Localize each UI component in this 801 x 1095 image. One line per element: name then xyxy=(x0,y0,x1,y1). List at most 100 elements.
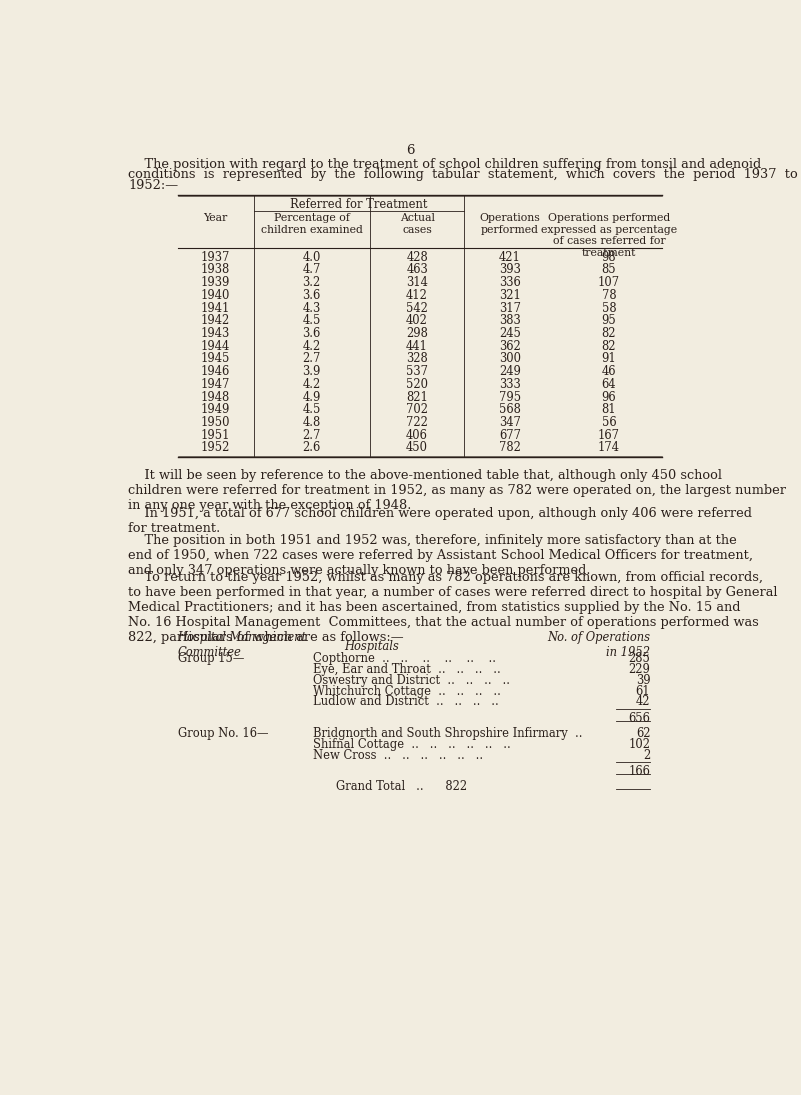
Text: 61: 61 xyxy=(636,684,650,698)
Text: conditions  is  represented  by  the  following  tabular  statement,  which  cov: conditions is represented by the followi… xyxy=(128,169,798,182)
Text: Percentage of
children examined: Percentage of children examined xyxy=(261,214,363,234)
Text: 56: 56 xyxy=(602,416,616,429)
Text: 347: 347 xyxy=(499,416,521,429)
Text: 229: 229 xyxy=(629,664,650,676)
Text: Eye, Ear and Throat  ..   ..   ..   ..: Eye, Ear and Throat .. .. .. .. xyxy=(313,664,501,676)
Text: 58: 58 xyxy=(602,301,616,314)
Text: 64: 64 xyxy=(602,378,616,391)
Text: Group 15—: Group 15— xyxy=(178,653,244,666)
Text: 782: 782 xyxy=(499,441,521,454)
Text: 167: 167 xyxy=(598,428,620,441)
Text: 3.2: 3.2 xyxy=(303,276,321,289)
Text: 285: 285 xyxy=(629,653,650,666)
Text: 795: 795 xyxy=(499,391,521,403)
Text: 82: 82 xyxy=(602,339,616,353)
Text: 300: 300 xyxy=(499,353,521,366)
Text: 441: 441 xyxy=(406,339,428,353)
Text: 383: 383 xyxy=(499,314,521,327)
Text: 333: 333 xyxy=(499,378,521,391)
Text: 98: 98 xyxy=(602,251,616,264)
Text: 321: 321 xyxy=(499,289,521,302)
Text: 166: 166 xyxy=(629,764,650,777)
Text: Whitchurch Cottage  ..   ..   ..   ..: Whitchurch Cottage .. .. .. .. xyxy=(313,684,501,698)
Text: 1949: 1949 xyxy=(201,403,231,416)
Text: 450: 450 xyxy=(406,441,428,454)
Text: 4.9: 4.9 xyxy=(303,391,321,403)
Text: 96: 96 xyxy=(602,391,616,403)
Text: 174: 174 xyxy=(598,441,620,454)
Text: 81: 81 xyxy=(602,403,616,416)
Text: 542: 542 xyxy=(406,301,428,314)
Text: No. of Operations
in 1952: No. of Operations in 1952 xyxy=(547,631,650,659)
Text: 1952:—: 1952:— xyxy=(128,180,178,192)
Text: 3.6: 3.6 xyxy=(303,327,321,339)
Text: 2.7: 2.7 xyxy=(303,428,321,441)
Text: 463: 463 xyxy=(406,264,428,276)
Text: 520: 520 xyxy=(406,378,428,391)
Text: 3.6: 3.6 xyxy=(303,289,321,302)
Text: 1952: 1952 xyxy=(201,441,231,454)
Text: 4.3: 4.3 xyxy=(303,301,321,314)
Text: 677: 677 xyxy=(499,428,521,441)
Text: 245: 245 xyxy=(499,327,521,339)
Text: 656: 656 xyxy=(629,712,650,725)
Text: 568: 568 xyxy=(499,403,521,416)
Text: 298: 298 xyxy=(406,327,428,339)
Text: 1940: 1940 xyxy=(201,289,231,302)
Text: Grand Total   ..      822: Grand Total .. 822 xyxy=(336,780,468,793)
Text: The position with regard to the treatment of school children suffering from tons: The position with regard to the treatmen… xyxy=(128,158,761,171)
Text: 702: 702 xyxy=(406,403,428,416)
Text: 537: 537 xyxy=(406,365,428,378)
Text: 4.2: 4.2 xyxy=(303,339,321,353)
Text: 1950: 1950 xyxy=(201,416,231,429)
Text: 421: 421 xyxy=(499,251,521,264)
Text: 4.8: 4.8 xyxy=(303,416,321,429)
Text: 42: 42 xyxy=(636,695,650,708)
Text: 1939: 1939 xyxy=(201,276,231,289)
Text: In 1951, a total of 677 school children were operated upon, although only 406 we: In 1951, a total of 677 school children … xyxy=(128,507,752,534)
Text: 46: 46 xyxy=(602,365,616,378)
Text: Copthorne  ..   ..    ..    ..    ..    ..: Copthorne .. .. .. .. .. .. xyxy=(313,653,497,666)
Text: Operations performed
expressed as percentage
of cases referred for
treatment: Operations performed expressed as percen… xyxy=(541,214,677,257)
Text: Bridgnorth and South Shropshire Infirmary  ..: Bridgnorth and South Shropshire Infirmar… xyxy=(313,727,583,740)
Text: 62: 62 xyxy=(636,727,650,740)
Text: 2: 2 xyxy=(643,749,650,761)
Text: The position in both 1951 and 1952 was, therefore, infinitely more satisfactory : The position in both 1951 and 1952 was, … xyxy=(128,533,753,577)
Text: 1947: 1947 xyxy=(201,378,231,391)
Text: 39: 39 xyxy=(636,673,650,687)
Text: Hospitals: Hospitals xyxy=(344,639,399,653)
Text: 317: 317 xyxy=(499,301,521,314)
Text: 102: 102 xyxy=(628,738,650,751)
Text: 722: 722 xyxy=(406,416,428,429)
Text: 78: 78 xyxy=(602,289,616,302)
Text: 393: 393 xyxy=(499,264,521,276)
Text: 1941: 1941 xyxy=(201,301,231,314)
Text: 95: 95 xyxy=(602,314,616,327)
Text: 328: 328 xyxy=(406,353,428,366)
Text: 1946: 1946 xyxy=(201,365,230,378)
Text: Operations
performed: Operations performed xyxy=(480,214,541,234)
Text: 314: 314 xyxy=(406,276,428,289)
Text: 1945: 1945 xyxy=(201,353,231,366)
Text: 362: 362 xyxy=(499,339,521,353)
Text: 821: 821 xyxy=(406,391,428,403)
Text: 3.9: 3.9 xyxy=(303,365,321,378)
Text: 1948: 1948 xyxy=(201,391,230,403)
Text: Ludlow and District  ..   ..   ..   ..: Ludlow and District .. .. .. .. xyxy=(313,695,499,708)
Text: 2.6: 2.6 xyxy=(303,441,321,454)
Text: Referred for Treatment: Referred for Treatment xyxy=(290,198,428,211)
Text: Year: Year xyxy=(203,214,227,223)
Text: 85: 85 xyxy=(602,264,616,276)
Text: Actual
cases: Actual cases xyxy=(400,214,435,234)
Text: 1938: 1938 xyxy=(201,264,230,276)
Text: 412: 412 xyxy=(406,289,428,302)
Text: To return to the year 1952, whilst as many as 782 operations are known, from off: To return to the year 1952, whilst as ma… xyxy=(128,572,778,644)
Text: 4.5: 4.5 xyxy=(303,314,321,327)
Text: 2.7: 2.7 xyxy=(303,353,321,366)
Text: New Cross  ..   ..   ..   ..   ..   ..: New Cross .. .. .. .. .. .. xyxy=(313,749,483,761)
Text: Group No. 16—: Group No. 16— xyxy=(178,727,268,740)
Text: 1944: 1944 xyxy=(201,339,230,353)
Text: 4.5: 4.5 xyxy=(303,403,321,416)
Text: 91: 91 xyxy=(602,353,616,366)
Text: 1942: 1942 xyxy=(201,314,230,327)
